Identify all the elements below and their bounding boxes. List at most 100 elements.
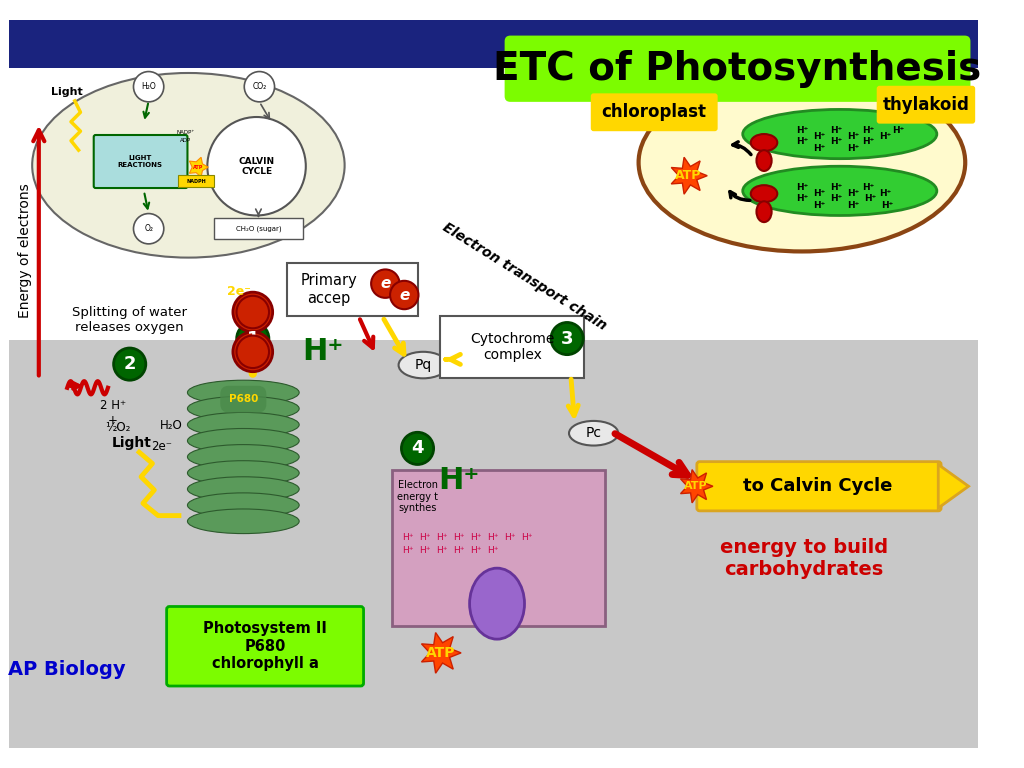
Text: NADPH: NADPH <box>186 179 206 184</box>
Text: Splitting of water
releases oxygen: Splitting of water releases oxygen <box>73 306 187 333</box>
FancyBboxPatch shape <box>505 35 971 102</box>
Text: H⁺: H⁺ <box>881 200 893 210</box>
Text: H⁺: H⁺ <box>829 126 842 134</box>
Ellipse shape <box>569 421 618 445</box>
Text: H⁺: H⁺ <box>470 546 482 555</box>
FancyBboxPatch shape <box>440 316 584 379</box>
Text: H⁺: H⁺ <box>862 137 874 146</box>
Text: AP Biology: AP Biology <box>8 660 126 680</box>
FancyBboxPatch shape <box>214 218 303 239</box>
Text: Pc: Pc <box>586 426 602 440</box>
Text: 3: 3 <box>561 329 573 348</box>
Text: Pq: Pq <box>415 358 432 372</box>
Text: H⁺: H⁺ <box>487 546 499 555</box>
Text: H⁺: H⁺ <box>438 466 480 495</box>
Text: H⁺: H⁺ <box>880 189 891 198</box>
Circle shape <box>133 214 164 244</box>
Text: thylakoid: thylakoid <box>883 96 970 114</box>
Text: H⁺: H⁺ <box>470 533 482 542</box>
Text: H⁺: H⁺ <box>864 194 877 203</box>
Ellipse shape <box>757 201 772 222</box>
Text: Cytochrome
complex: Cytochrome complex <box>470 332 554 362</box>
Text: H₂O: H₂O <box>141 82 156 91</box>
Text: H⁺: H⁺ <box>847 132 859 141</box>
Text: H⁺: H⁺ <box>829 137 842 146</box>
Text: Light: Light <box>51 88 83 98</box>
Text: H⁺: H⁺ <box>847 189 859 198</box>
Text: e: e <box>380 276 390 291</box>
Text: CO₂: CO₂ <box>252 82 266 91</box>
Text: H⁺: H⁺ <box>813 132 825 141</box>
Text: H⁺: H⁺ <box>487 533 499 542</box>
Ellipse shape <box>470 568 524 639</box>
Text: O₂: O₂ <box>144 224 154 233</box>
FancyBboxPatch shape <box>877 86 975 124</box>
Text: H⁺: H⁺ <box>402 546 414 555</box>
Text: LIGHT
REACTIONS: LIGHT REACTIONS <box>118 155 163 168</box>
Text: H⁺: H⁺ <box>796 183 808 191</box>
Text: H⁺: H⁺ <box>402 533 414 542</box>
Text: H⁺: H⁺ <box>829 183 842 191</box>
Ellipse shape <box>742 166 937 216</box>
Ellipse shape <box>187 509 299 534</box>
Circle shape <box>401 432 433 465</box>
Text: H⁺: H⁺ <box>862 183 874 191</box>
Ellipse shape <box>187 396 299 421</box>
Text: Primary
accep: Primary accep <box>300 273 357 306</box>
Ellipse shape <box>187 412 299 437</box>
FancyBboxPatch shape <box>392 470 605 627</box>
Ellipse shape <box>187 477 299 502</box>
Text: e: e <box>246 342 260 362</box>
Text: H⁺: H⁺ <box>862 126 874 134</box>
Text: H⁺: H⁺ <box>302 337 343 366</box>
Text: e: e <box>246 302 260 322</box>
Text: H⁺: H⁺ <box>420 546 431 555</box>
Text: H⁺: H⁺ <box>796 194 808 203</box>
FancyBboxPatch shape <box>8 68 978 340</box>
Ellipse shape <box>757 151 772 171</box>
Text: 2e⁻: 2e⁻ <box>152 440 172 453</box>
Text: H⁺: H⁺ <box>813 144 825 153</box>
Polygon shape <box>938 465 969 508</box>
Text: ETC of Photosynthesis: ETC of Photosynthesis <box>494 50 982 88</box>
Ellipse shape <box>751 185 777 202</box>
Text: ½O₂: ½O₂ <box>104 421 130 434</box>
Text: H⁺: H⁺ <box>521 533 534 542</box>
Polygon shape <box>189 157 208 177</box>
Text: 2: 2 <box>124 355 136 373</box>
Ellipse shape <box>742 109 937 159</box>
Circle shape <box>245 71 274 102</box>
Text: 1: 1 <box>247 329 259 348</box>
Ellipse shape <box>187 429 299 453</box>
Text: chloroplast: chloroplast <box>602 103 707 121</box>
Text: H⁺: H⁺ <box>847 144 859 153</box>
Text: H⁺: H⁺ <box>454 546 465 555</box>
Text: H⁺: H⁺ <box>813 189 825 198</box>
Text: CALVIN
CYCLE: CALVIN CYCLE <box>239 157 274 176</box>
Text: CH₂O (sugar): CH₂O (sugar) <box>236 226 282 232</box>
Text: ADP: ADP <box>180 138 191 143</box>
Text: 2e⁻: 2e⁻ <box>226 285 251 298</box>
Polygon shape <box>422 633 461 674</box>
Text: H⁺: H⁺ <box>505 533 516 542</box>
Text: 2 H⁺
+: 2 H⁺ + <box>99 399 126 427</box>
Circle shape <box>232 332 272 372</box>
Circle shape <box>114 348 145 380</box>
Text: H⁺: H⁺ <box>813 200 825 210</box>
Ellipse shape <box>187 445 299 469</box>
Circle shape <box>133 71 164 102</box>
Text: 4: 4 <box>412 439 424 458</box>
Text: to Calvin Cycle: to Calvin Cycle <box>743 477 893 495</box>
FancyBboxPatch shape <box>591 94 718 131</box>
FancyBboxPatch shape <box>696 462 941 511</box>
Polygon shape <box>672 157 708 194</box>
Ellipse shape <box>32 73 345 257</box>
Text: H⁺: H⁺ <box>454 533 465 542</box>
FancyBboxPatch shape <box>94 135 187 188</box>
Text: ATP: ATP <box>675 169 701 182</box>
Ellipse shape <box>751 134 777 151</box>
Text: H⁺: H⁺ <box>436 546 447 555</box>
Text: H⁺: H⁺ <box>880 132 891 141</box>
FancyBboxPatch shape <box>8 340 978 747</box>
Text: NADP⁺: NADP⁺ <box>176 130 195 134</box>
